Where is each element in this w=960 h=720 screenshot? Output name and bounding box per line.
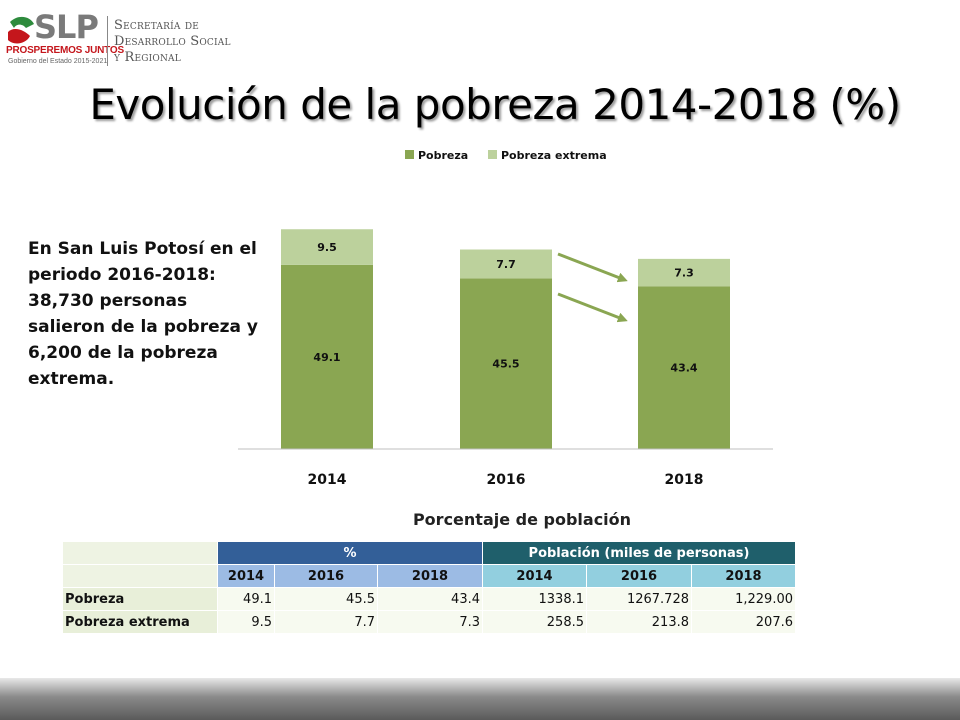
chart-data-labels: 49.1 9.5 45.5 7.7 43.4 7.3 (313, 241, 697, 375)
x-tick-label-2016: 2016 (487, 472, 526, 488)
logo-department-line: Desarrollo Social (114, 34, 231, 49)
table-cell: 9.5 (217, 610, 275, 634)
legend-label-pobreza-extrema: Pobreza extrema (501, 149, 607, 162)
table-cell: 7.3 (377, 610, 483, 634)
table-cell: 45.5 (274, 587, 378, 611)
footer-band (0, 678, 960, 720)
logo-motto: PROSPEREMOS JUNTOS (6, 45, 124, 56)
slp-emblem-icon (8, 16, 34, 44)
year-header: 2014 (217, 564, 275, 588)
chart-x-ticks: 2014 2016 2018 (308, 472, 704, 488)
logo-government: Gobierno del Estado 2015-2021 (8, 58, 108, 65)
x-tick-label-2018: 2018 (665, 472, 704, 488)
legend-label-pobreza: Pobreza (418, 149, 468, 162)
chart-bars (281, 229, 730, 449)
row-label: Pobreza extrema (62, 610, 218, 634)
legend-swatch-pobreza (405, 150, 414, 159)
table-cell: 258.5 (482, 610, 587, 634)
table-cell: 7.7 (274, 610, 378, 634)
logo-department: Secretaría de Desarrollo Social y Region… (114, 18, 231, 66)
logo-department-line: Secretaría de (114, 18, 200, 33)
data-table: % Población (miles de personas) 2014 201… (62, 541, 796, 634)
data-label-pobreza-2014: 49.1 (313, 351, 340, 364)
logo-divider (107, 16, 108, 66)
logo-brand: SLP (34, 8, 99, 46)
data-label-pobreza-extrema-2018: 7.3 (674, 267, 694, 280)
data-label-pobreza-extrema-2014: 9.5 (317, 241, 337, 254)
bar-pobreza-extrema-2016 (460, 249, 552, 279)
table-cell: 1267.728 (586, 587, 692, 611)
table-year-header-row: 2014 2016 2018 2014 2016 2018 (62, 564, 796, 588)
slp-logo: SLP PROSPEREMOS JUNTOS Gobierno del Esta… (4, 8, 244, 70)
year-header: 2016 (586, 564, 692, 588)
table-cell: 1338.1 (482, 587, 587, 611)
table-cell: 49.1 (217, 587, 275, 611)
table-title: Porcentaje de población (412, 510, 632, 529)
table-cell: 43.4 (377, 587, 483, 611)
table-group-header-row: % Población (miles de personas) (62, 541, 796, 565)
legend-swatch-pobreza-extrema (488, 150, 497, 159)
bar-pobreza-2016 (460, 278, 552, 449)
logo-department-line: y Regional (114, 50, 181, 65)
data-label-pobreza-extrema-2016: 7.7 (496, 258, 516, 271)
data-label-pobreza-2018: 43.4 (670, 362, 697, 375)
group-header-population: Población (miles de personas) (482, 541, 796, 565)
year-header: 2016 (274, 564, 378, 588)
year-header: 2018 (691, 564, 796, 588)
table-row: Pobreza extrema 9.5 7.7 7.3 258.5 213.8 … (62, 610, 796, 634)
page-title: Evolución de la pobreza 2014-2018 (%) (89, 80, 901, 129)
bar-pobreza-2014 (281, 264, 373, 449)
table-corner-cell (62, 564, 218, 588)
year-header: 2014 (482, 564, 587, 588)
bar-pobreza-extrema-2014 (281, 229, 373, 265)
poverty-chart: Pobreza Pobreza extrema 49.1 9.5 45.5 7.7 43.… (238, 149, 773, 488)
table-corner-cell (62, 541, 218, 565)
group-header-percent: % (217, 541, 483, 565)
year-header: 2018 (377, 564, 483, 588)
x-tick-label-2014: 2014 (308, 472, 347, 488)
bar-pobreza-extrema-2018 (638, 258, 730, 287)
row-label: Pobreza (62, 587, 218, 611)
arrow-to-2018-pobreza-extrema (557, 252, 628, 283)
table-cell: 207.6 (691, 610, 796, 634)
summary-note: En San Luis Potosí en el periodo 2016-20… (28, 239, 258, 389)
chart-legend: Pobreza Pobreza extrema (405, 149, 607, 162)
table-row: Pobreza 49.1 45.5 43.4 1338.1 1267.728 1… (62, 587, 796, 611)
data-label-pobreza-2016: 45.5 (492, 358, 519, 371)
table-cell: 1,229.00 (691, 587, 796, 611)
bar-pobreza-2018 (638, 286, 730, 449)
table-cell: 213.8 (586, 610, 692, 634)
arrow-to-2018-pobreza (557, 292, 628, 323)
